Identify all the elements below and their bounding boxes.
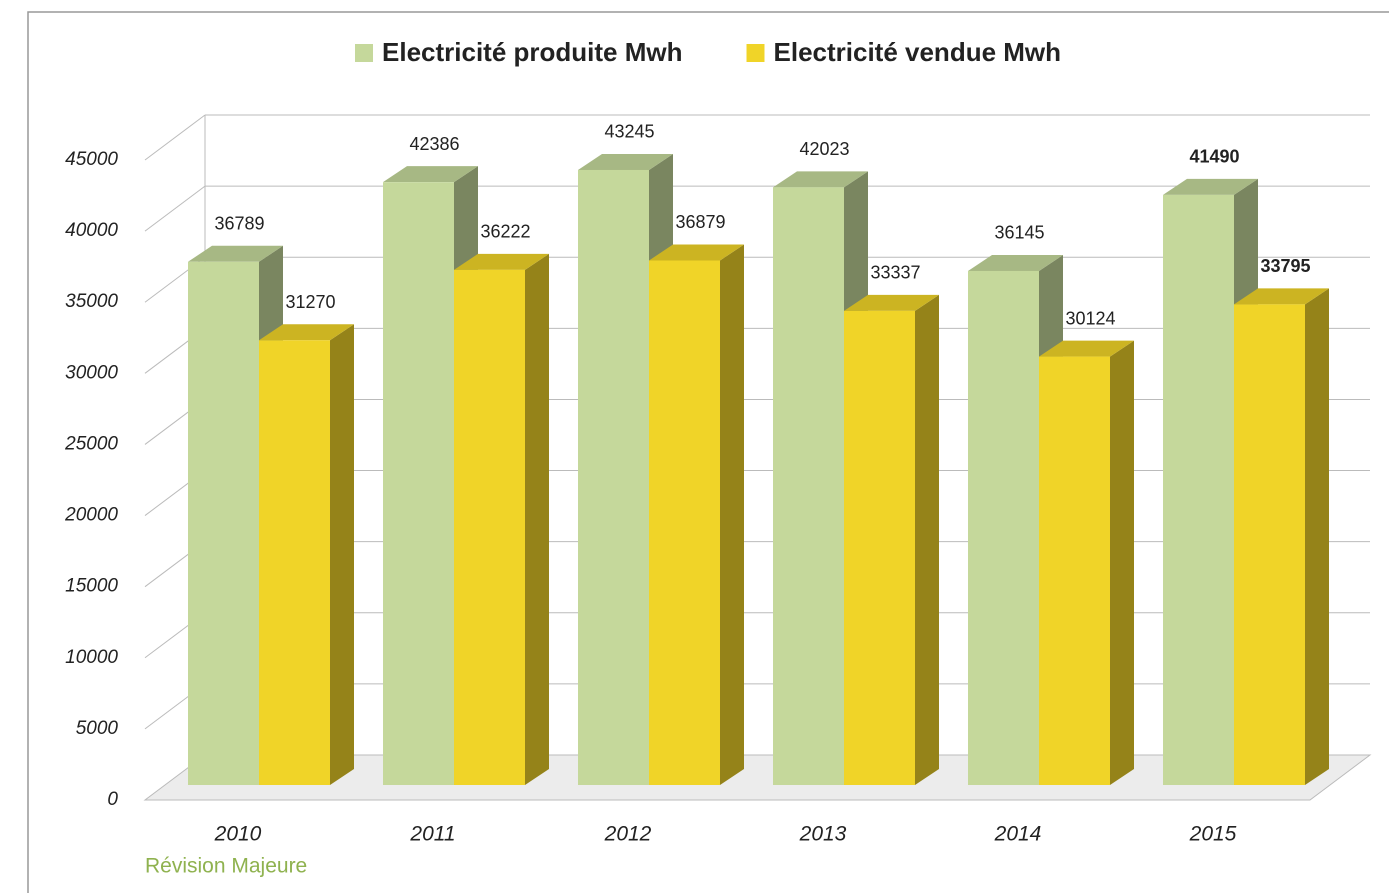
bar-top — [188, 245, 283, 262]
bar-top — [454, 253, 549, 270]
data-label: 42386 — [409, 134, 459, 154]
x-tick-label: 2013 — [799, 823, 847, 846]
bar-top — [1163, 178, 1258, 195]
bar — [454, 269, 525, 785]
data-label: 36145 — [994, 223, 1044, 243]
bar-top — [578, 153, 673, 170]
data-label: 41490 — [1189, 147, 1239, 167]
x-tick-label: 2010 — [214, 823, 262, 846]
data-label: 36789 — [214, 214, 264, 234]
bar — [649, 260, 720, 785]
y-tick-label: 20000 — [64, 505, 118, 526]
bar-top — [968, 254, 1063, 271]
bar-top — [259, 324, 354, 341]
x-tick-label: 2014 — [994, 823, 1042, 846]
y-tick-label: 45000 — [65, 149, 118, 170]
bar-top — [844, 294, 939, 311]
grid-line — [144, 114, 206, 161]
bar — [578, 169, 649, 785]
y-tick-label: 30000 — [65, 362, 118, 383]
y-tick-label: 35000 — [65, 291, 118, 312]
legend-label: Electricité vendue Mwh — [774, 37, 1062, 67]
data-label: 31270 — [285, 292, 335, 312]
y-tick-label: 15000 — [65, 576, 118, 597]
bar — [968, 270, 1039, 786]
data-label: 33337 — [870, 263, 920, 283]
bar — [844, 310, 915, 785]
bar-side — [525, 253, 549, 786]
bar-side — [1110, 340, 1134, 785]
x-tick-label: 2015 — [1189, 823, 1237, 846]
legend-swatch — [355, 44, 373, 62]
bar-side — [915, 294, 939, 785]
data-label: 42023 — [799, 139, 849, 159]
bar-top — [773, 171, 868, 188]
y-tick-label: 10000 — [65, 647, 118, 668]
bar — [1039, 356, 1110, 785]
x-tick-label: 2011 — [409, 823, 455, 846]
grid-line — [144, 185, 206, 232]
bar-top — [1039, 340, 1134, 357]
bar-top — [383, 166, 478, 183]
bar — [259, 340, 330, 785]
legend-swatch — [746, 44, 765, 62]
bar-top — [649, 244, 744, 261]
data-label: 36222 — [480, 222, 530, 242]
bar — [1234, 304, 1305, 785]
frame — [27, 11, 1389, 893]
bar-side — [330, 324, 354, 785]
y-tick-label: 40000 — [65, 220, 118, 241]
data-label: 36879 — [675, 212, 725, 232]
bar — [188, 261, 259, 785]
y-tick-label: 0 — [107, 789, 118, 810]
data-label: 33795 — [1260, 256, 1310, 276]
bar — [773, 187, 844, 786]
bar-side — [720, 244, 744, 786]
bar-side — [1305, 288, 1329, 785]
data-label: 30124 — [1065, 308, 1115, 328]
bar — [1163, 194, 1234, 786]
bar — [383, 182, 454, 786]
data-label: 43245 — [604, 122, 654, 142]
x-tick-label: 2012 — [604, 823, 652, 846]
annotation: Révision Majeure — [145, 855, 307, 878]
y-tick-label: 25000 — [64, 433, 118, 454]
bar-top — [1234, 288, 1329, 305]
y-tick-label: 5000 — [76, 718, 119, 739]
legend-label: Electricité produite Mwh — [382, 37, 683, 67]
